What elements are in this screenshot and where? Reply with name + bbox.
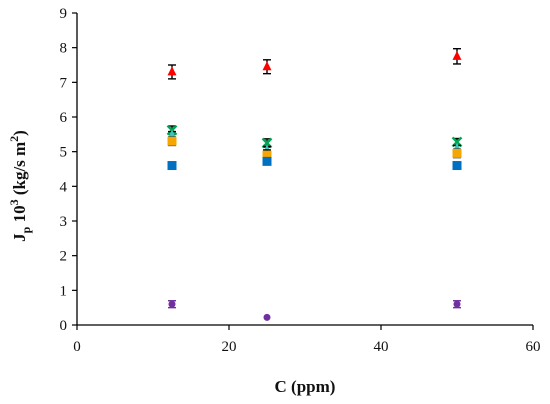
tick-labels: 0 1 2 3 4 5 6 7 8 9 0 20 40 60	[60, 6, 541, 355]
data-point	[262, 61, 272, 71]
y-tick-label: 1	[60, 283, 68, 299]
data-point	[452, 50, 462, 60]
x-tick-label: 20	[222, 339, 237, 355]
data-point	[262, 150, 272, 160]
data-point	[453, 300, 461, 308]
y-tick-label: 4	[60, 179, 68, 195]
x-tick-label: 40	[374, 339, 389, 355]
x-axis-title: C (ppm)	[275, 377, 336, 396]
y-axis-title-unit: (kg/s m	[10, 142, 29, 200]
data-series	[166, 48, 463, 321]
y-tick-label: 6	[60, 110, 68, 126]
plot-frame	[76, 13, 533, 326]
data-point	[167, 136, 177, 146]
series-3	[167, 129, 462, 155]
y-tick-label: 7	[60, 75, 68, 91]
x-tick-label: 60	[526, 339, 541, 355]
y-tick-label: 0	[60, 318, 68, 334]
series-5	[167, 156, 462, 171]
y-axis-title-unit-sup: 2	[7, 136, 21, 142]
data-point	[452, 161, 462, 171]
y-axis-title-sup: 3	[7, 199, 21, 205]
y-tick-label: 5	[60, 145, 68, 161]
data-point	[167, 161, 177, 171]
data-point	[168, 300, 176, 308]
series-6	[168, 300, 461, 321]
data-point	[263, 313, 271, 321]
series-4	[167, 136, 462, 162]
data-point	[167, 66, 177, 76]
y-axis-title-rest: 10	[10, 205, 29, 226]
y-axis-title-sub: p	[19, 226, 33, 233]
y-tick-label: 9	[60, 6, 68, 22]
y-axis-title: Jp 103 (kg/s m2)	[7, 130, 33, 242]
x-tick-label: 0	[73, 339, 81, 355]
y-tick-label: 8	[60, 41, 68, 57]
y-tick-label: 3	[60, 214, 68, 230]
series-1	[167, 48, 462, 80]
y-tick-label: 2	[60, 249, 68, 265]
series-2	[166, 124, 463, 149]
axis-ticks	[72, 12, 534, 330]
data-point	[167, 129, 177, 139]
data-point	[262, 156, 272, 166]
y-axis-title-main: J	[10, 233, 29, 242]
data-point	[452, 148, 462, 158]
y-axis-title-unit-close: )	[10, 130, 29, 136]
